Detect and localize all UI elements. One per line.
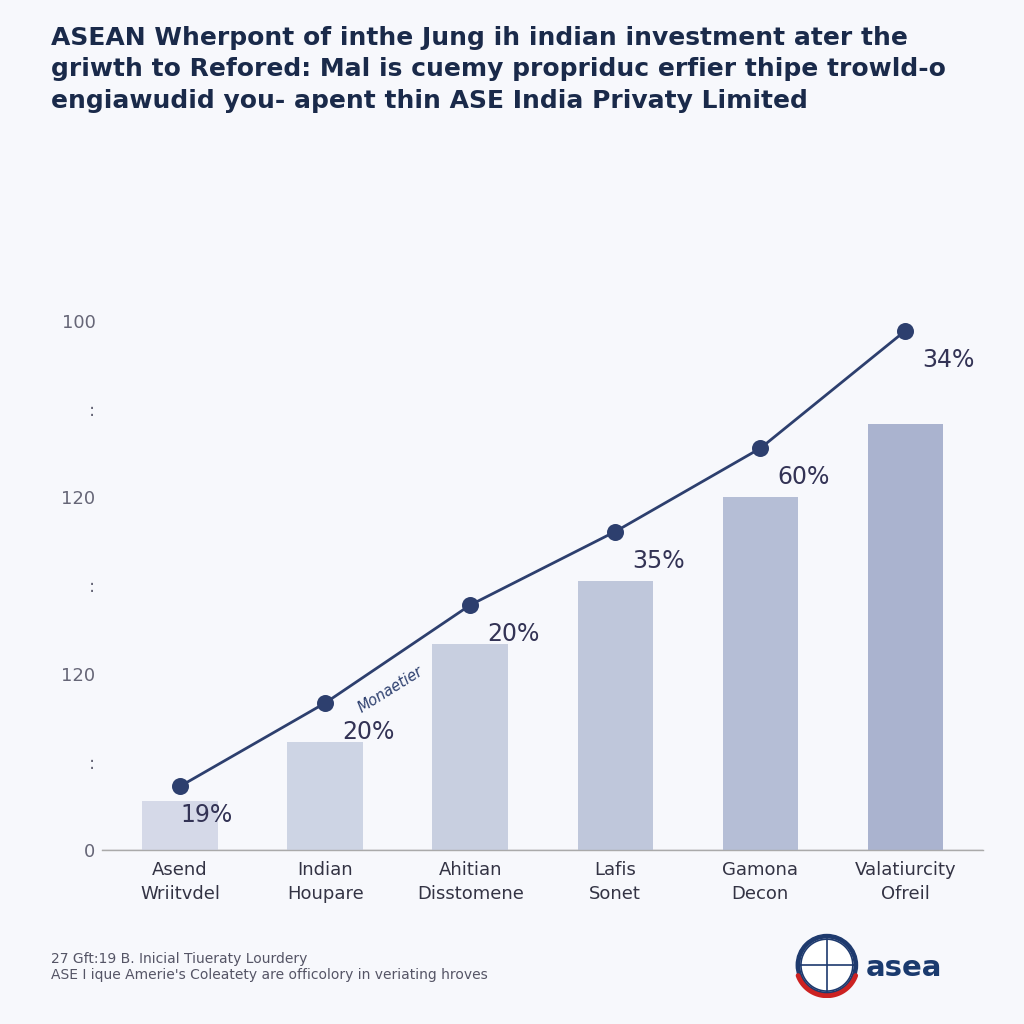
Text: ASE I ique Amerie's Coleatety are officolory in veriating hroves: ASE I ique Amerie's Coleatety are offico… [51, 968, 488, 982]
Text: 27 Gft:19 B. Inicial Tiueraty Lourdery: 27 Gft:19 B. Inicial Tiueraty Lourdery [51, 952, 307, 967]
Bar [142, 801, 218, 850]
Bar [723, 498, 798, 850]
Text: asea: asea [865, 953, 942, 982]
Text: ASEAN Wherpont of inthe Jung ih indian investment ater the
griwth to Refored: Ma: ASEAN Wherpont of inthe Jung ih indian i… [51, 26, 946, 113]
Circle shape [797, 935, 857, 995]
Text: 60%: 60% [777, 466, 830, 489]
Circle shape [801, 939, 853, 991]
Text: 19%: 19% [180, 804, 232, 827]
Text: Monaetier: Monaetier [355, 664, 426, 716]
Point [607, 523, 624, 540]
Bar [578, 581, 653, 850]
Point [317, 695, 334, 712]
Point [172, 778, 188, 795]
Text: 34%: 34% [923, 348, 975, 372]
Text: 35%: 35% [633, 549, 685, 572]
Point [897, 323, 913, 339]
Point [752, 440, 768, 457]
Bar [288, 742, 362, 850]
Bar [432, 644, 508, 850]
Text: 20%: 20% [487, 623, 540, 646]
Point [462, 597, 478, 613]
Text: 20%: 20% [343, 720, 395, 744]
Bar [867, 424, 943, 850]
